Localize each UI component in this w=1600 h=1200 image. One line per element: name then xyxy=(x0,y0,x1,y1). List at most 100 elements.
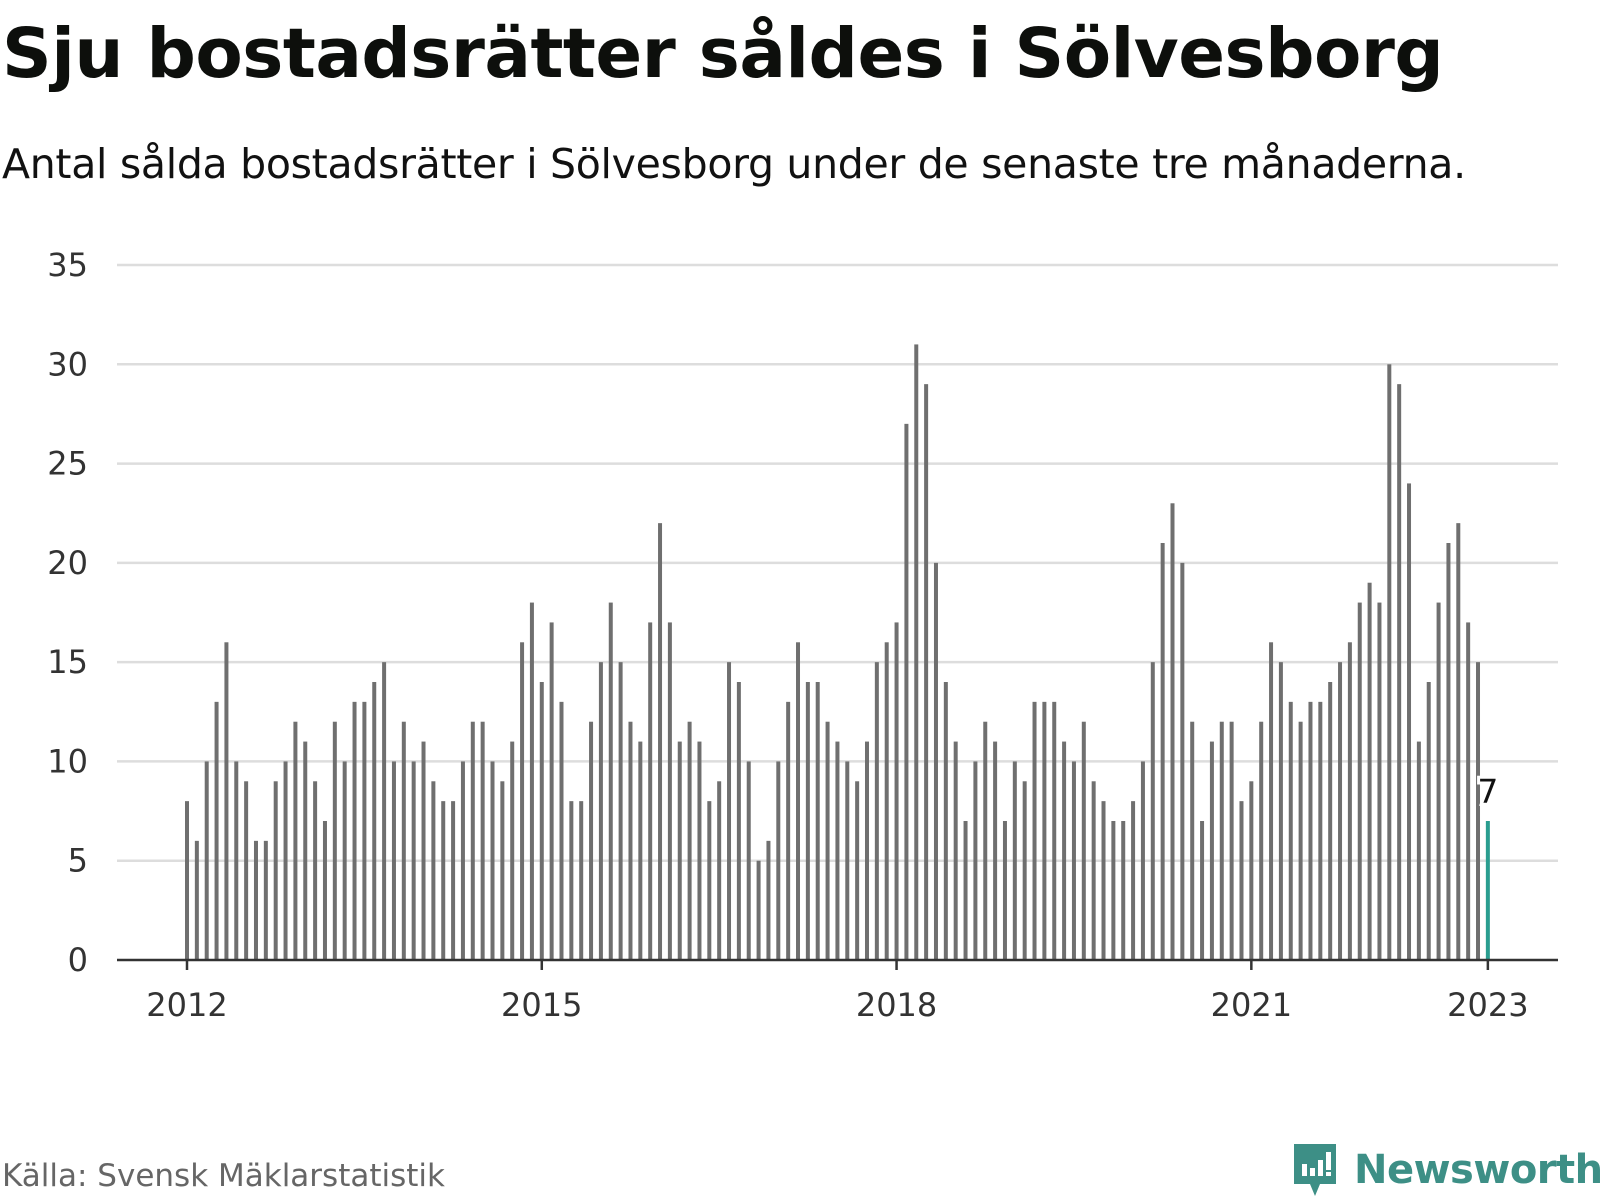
bar xyxy=(1209,741,1214,960)
bar xyxy=(1012,761,1017,960)
bar xyxy=(1150,662,1155,960)
bar xyxy=(204,761,209,960)
bar xyxy=(589,721,594,960)
bar xyxy=(677,741,682,960)
bar xyxy=(1071,761,1076,960)
bar xyxy=(1338,662,1343,960)
bar xyxy=(362,701,367,960)
bar xyxy=(480,721,485,960)
bar xyxy=(1397,384,1402,961)
bar xyxy=(283,761,288,960)
highlight-value-label: 7 xyxy=(1477,772,1498,811)
bar xyxy=(1367,582,1372,960)
bar xyxy=(638,741,643,960)
bar xyxy=(539,682,544,960)
bar xyxy=(825,721,830,960)
source-note: Källa: Svensk Mäklarstatistik xyxy=(2,1158,445,1194)
bar xyxy=(1407,483,1412,960)
bar xyxy=(1140,761,1145,960)
bar xyxy=(352,701,357,960)
bar xyxy=(263,840,268,960)
bar xyxy=(1436,602,1441,960)
y-tick-label: 10 xyxy=(47,742,88,780)
bar xyxy=(983,721,988,960)
bar xyxy=(697,741,702,960)
bar xyxy=(529,602,534,960)
bar xyxy=(332,721,337,960)
bar xyxy=(520,642,525,960)
bar xyxy=(194,840,199,960)
bar xyxy=(1347,642,1352,960)
bar xyxy=(598,662,603,960)
bar xyxy=(855,781,860,960)
x-axis: 0 5 10 15 20 25 30 35 2012 2015 2018 2021 2023 xyxy=(47,246,1558,1024)
bar xyxy=(914,344,919,960)
bar xyxy=(687,721,692,960)
bar xyxy=(1200,821,1205,960)
bar xyxy=(1288,701,1293,960)
bar xyxy=(746,761,751,960)
bar xyxy=(766,840,771,960)
bar xyxy=(490,761,495,960)
bar xyxy=(1416,741,1421,960)
chart-subtitle: Antal sålda bostadsrätter i Sölvesborg u… xyxy=(2,140,1466,188)
x-tick-label: 2018 xyxy=(856,986,937,1024)
bar xyxy=(884,642,889,960)
bar xyxy=(628,721,633,960)
grid-lines xyxy=(117,263,1558,862)
bar xyxy=(234,761,239,960)
bar xyxy=(411,761,416,960)
data-labels: 7 xyxy=(1474,769,1501,814)
bar xyxy=(1131,801,1136,960)
bar xyxy=(805,682,810,960)
bar xyxy=(451,801,456,960)
bar xyxy=(894,622,899,960)
bar xyxy=(874,662,879,960)
bar xyxy=(707,801,712,960)
bar xyxy=(1328,682,1333,960)
bar xyxy=(1160,543,1165,960)
bar xyxy=(1091,781,1096,960)
bar xyxy=(1387,364,1392,960)
bar xyxy=(1249,781,1254,960)
bar xyxy=(382,662,387,960)
bar xyxy=(1121,821,1126,960)
bar xyxy=(756,860,761,960)
y-tick-label: 15 xyxy=(47,643,88,681)
x-tick-label: 2012 xyxy=(146,986,227,1024)
bar xyxy=(510,741,515,960)
bar xyxy=(1357,602,1362,960)
bar xyxy=(608,602,613,960)
bar xyxy=(1308,701,1313,960)
bar xyxy=(253,840,258,960)
bar xyxy=(1318,701,1323,960)
bar xyxy=(1476,662,1481,960)
y-tick-label: 20 xyxy=(47,544,88,582)
bar xyxy=(776,761,781,960)
bar xyxy=(303,741,308,960)
bar xyxy=(904,423,909,960)
bar xyxy=(244,781,249,960)
bar xyxy=(569,801,574,960)
bar xyxy=(993,741,998,960)
bar xyxy=(273,781,278,960)
bar xyxy=(658,523,663,960)
bar xyxy=(717,781,722,960)
bar xyxy=(1111,821,1116,960)
bar xyxy=(1219,721,1224,960)
bar xyxy=(1170,503,1175,960)
x-tick-label: 2015 xyxy=(501,986,582,1024)
bar xyxy=(401,721,406,960)
bar xyxy=(973,761,978,960)
bar xyxy=(293,721,298,960)
bar xyxy=(667,622,672,960)
bars xyxy=(185,344,1490,961)
y-tick-label: 0 xyxy=(68,941,88,979)
bar xyxy=(924,384,929,961)
bar xyxy=(1269,642,1274,960)
bar-chart: 0 5 10 15 20 25 30 35 2012 2015 2018 2021 2023 7 xyxy=(47,246,1558,1024)
bar xyxy=(313,781,318,960)
bar xyxy=(1229,721,1234,960)
bar xyxy=(372,682,377,960)
bar xyxy=(441,801,446,960)
